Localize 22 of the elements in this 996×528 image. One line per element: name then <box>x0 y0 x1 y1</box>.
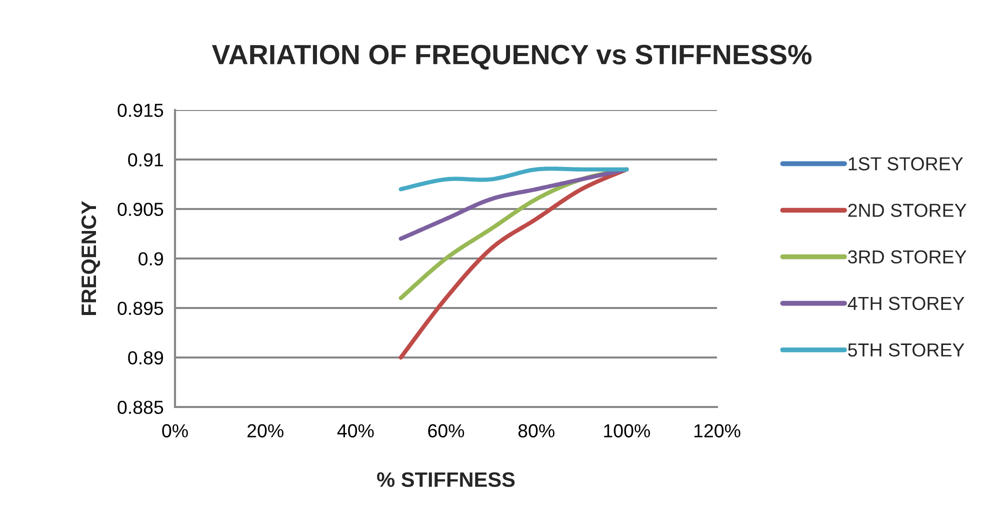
legend-label: 3RD STOREY <box>848 250 966 264</box>
y-axis-title: FREQENCY <box>81 200 100 315</box>
y-tick-label: 0.915 <box>118 104 164 117</box>
x-tick-label: 100% <box>604 424 650 438</box>
legend-label: 2ND STOREY <box>848 204 966 217</box>
y-tick-label: 0.89 <box>128 351 164 364</box>
legend-label: 4TH STOREY <box>848 296 964 310</box>
legend-label: 1ST STOREY <box>848 157 963 170</box>
x-tick-label: 60% <box>428 424 464 438</box>
x-tick-label: 20% <box>248 424 284 438</box>
y-tick-label: 0.885 <box>118 400 164 414</box>
y-tick-label: 0.91 <box>128 153 163 166</box>
chart-title: VARIATION OF FREQUENCY vs STIFFNESS% <box>212 44 812 70</box>
legend-label: 5TH STOREY <box>848 343 964 357</box>
x-tick-label: 0% <box>162 424 188 438</box>
y-tick-label: 0.9 <box>138 252 164 266</box>
x-axis-title: % STIFFNESS <box>377 472 515 488</box>
y-tick-label: 0.895 <box>118 302 164 315</box>
y-tick-label: 0.905 <box>118 202 164 216</box>
x-tick-label: 80% <box>518 424 554 438</box>
x-tick-label: 120% <box>694 424 740 438</box>
x-tick-label: 40% <box>337 424 374 438</box>
